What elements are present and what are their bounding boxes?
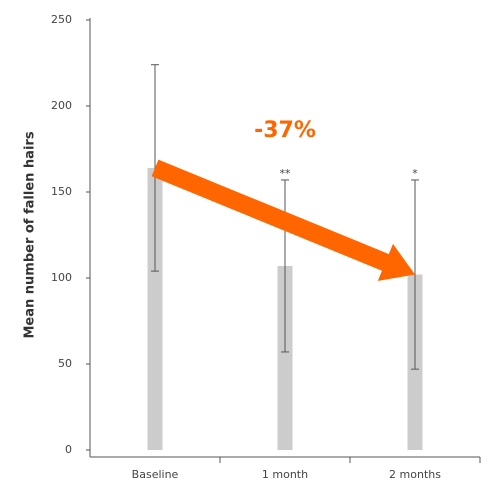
significance-label: *: [412, 167, 418, 180]
y-tick-label: 50: [58, 357, 72, 370]
y-axis-label: Mean number of fallen hairs: [23, 131, 38, 338]
y-tick-label: 200: [51, 99, 72, 112]
annotation: -37%: [254, 118, 316, 143]
bar: [147, 167, 163, 451]
trend-arrow: [151, 159, 416, 281]
bar: [277, 265, 293, 450]
x-tick-label: Baseline: [132, 468, 179, 481]
error-bar: [281, 179, 289, 353]
y-tick-label: 0: [65, 443, 72, 456]
y-tick-label: 150: [51, 185, 72, 198]
y-tick-label: 100: [51, 271, 72, 284]
x-tick-label: 1 month: [262, 468, 308, 481]
significance-label: **: [280, 167, 292, 180]
x-tick-label: 2 months: [389, 468, 441, 481]
y-tick-label: 250: [51, 13, 72, 26]
error-bar: [411, 179, 419, 370]
